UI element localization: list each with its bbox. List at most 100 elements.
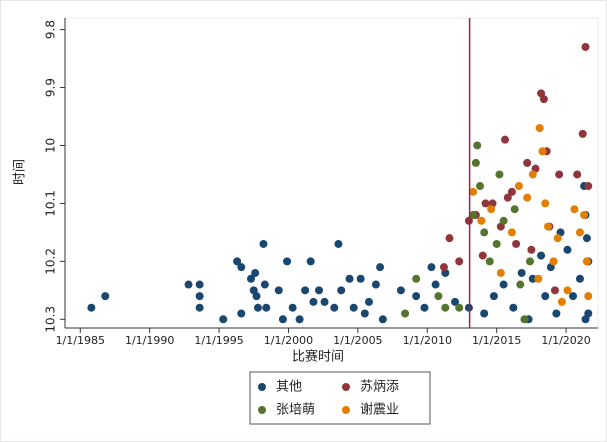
- legend-swatch: [258, 383, 266, 391]
- point: [237, 263, 246, 272]
- point: [412, 274, 421, 283]
- point: [581, 42, 590, 51]
- point: [251, 268, 260, 277]
- legend-label: 谢震业: [360, 402, 399, 418]
- point: [441, 303, 450, 312]
- point: [451, 297, 460, 306]
- point: [295, 315, 304, 324]
- point: [495, 170, 504, 179]
- x-axis-title: 比赛时间: [292, 349, 344, 365]
- point: [195, 303, 204, 312]
- point: [539, 95, 548, 104]
- x-tick-label: 1/1/2020: [541, 334, 590, 347]
- point: [252, 292, 261, 301]
- point: [499, 280, 508, 289]
- point: [563, 245, 572, 254]
- point: [334, 239, 343, 248]
- point: [233, 257, 242, 266]
- point: [288, 303, 297, 312]
- point: [516, 280, 525, 289]
- point: [274, 286, 283, 295]
- point: [439, 263, 448, 272]
- point: [514, 182, 523, 191]
- point: [473, 141, 482, 150]
- x-tick-label: 1/1/2015: [472, 334, 521, 347]
- point: [87, 303, 96, 312]
- point: [184, 280, 193, 289]
- point: [485, 257, 494, 266]
- point: [445, 234, 454, 243]
- point: [427, 263, 436, 272]
- point: [259, 239, 268, 248]
- point: [528, 170, 537, 179]
- point: [553, 234, 562, 243]
- point: [345, 274, 354, 283]
- point: [575, 228, 584, 237]
- point: [584, 292, 593, 301]
- point: [541, 199, 550, 208]
- point: [356, 274, 365, 283]
- point: [260, 280, 269, 289]
- point: [349, 303, 358, 312]
- point: [549, 257, 558, 266]
- point: [337, 286, 346, 295]
- point: [578, 129, 587, 138]
- y-tick-label: 10.1: [44, 190, 58, 217]
- point: [503, 193, 512, 202]
- point: [309, 297, 318, 306]
- point: [501, 135, 510, 144]
- point: [575, 274, 584, 283]
- point: [555, 170, 564, 179]
- y-tick-label: 9.8: [44, 20, 58, 39]
- point: [306, 257, 315, 266]
- point: [364, 297, 373, 306]
- point: [489, 292, 498, 301]
- legend-label: 其他: [276, 380, 302, 395]
- point: [507, 187, 516, 196]
- point: [523, 158, 532, 167]
- point: [471, 158, 480, 167]
- point: [469, 211, 478, 220]
- point: [523, 193, 532, 202]
- point: [569, 292, 578, 301]
- point: [330, 303, 339, 312]
- point: [535, 124, 544, 133]
- point: [455, 257, 464, 266]
- point: [563, 286, 572, 295]
- point: [570, 205, 579, 214]
- y-tick-label: 10: [44, 138, 58, 153]
- point: [496, 268, 505, 277]
- point: [101, 292, 110, 301]
- y-tick-label: 9.9: [44, 78, 58, 97]
- point: [492, 239, 501, 248]
- point: [573, 170, 582, 179]
- point: [520, 315, 529, 324]
- point: [262, 303, 271, 312]
- point: [469, 187, 478, 196]
- point: [396, 286, 405, 295]
- point: [512, 239, 521, 248]
- point: [219, 315, 228, 324]
- point: [537, 251, 546, 260]
- point: [360, 309, 369, 318]
- point: [552, 309, 561, 318]
- point: [246, 274, 255, 283]
- x-tick-label: 1/1/1990: [125, 334, 174, 347]
- point: [476, 182, 485, 191]
- legend-label: 张培萌: [276, 402, 315, 418]
- point: [544, 222, 553, 231]
- point: [412, 292, 421, 301]
- y-axis-title: 时间: [13, 159, 28, 185]
- legend-label: 苏炳添: [360, 379, 399, 395]
- point: [528, 274, 537, 283]
- point: [510, 205, 519, 214]
- point: [550, 286, 559, 295]
- point: [534, 274, 543, 283]
- legend-box: [249, 371, 431, 425]
- point: [507, 228, 516, 237]
- x-tick-label: 1/1/1995: [194, 334, 243, 347]
- point: [195, 292, 204, 301]
- plot-area: [64, 17, 599, 329]
- point: [371, 280, 380, 289]
- point: [580, 211, 589, 220]
